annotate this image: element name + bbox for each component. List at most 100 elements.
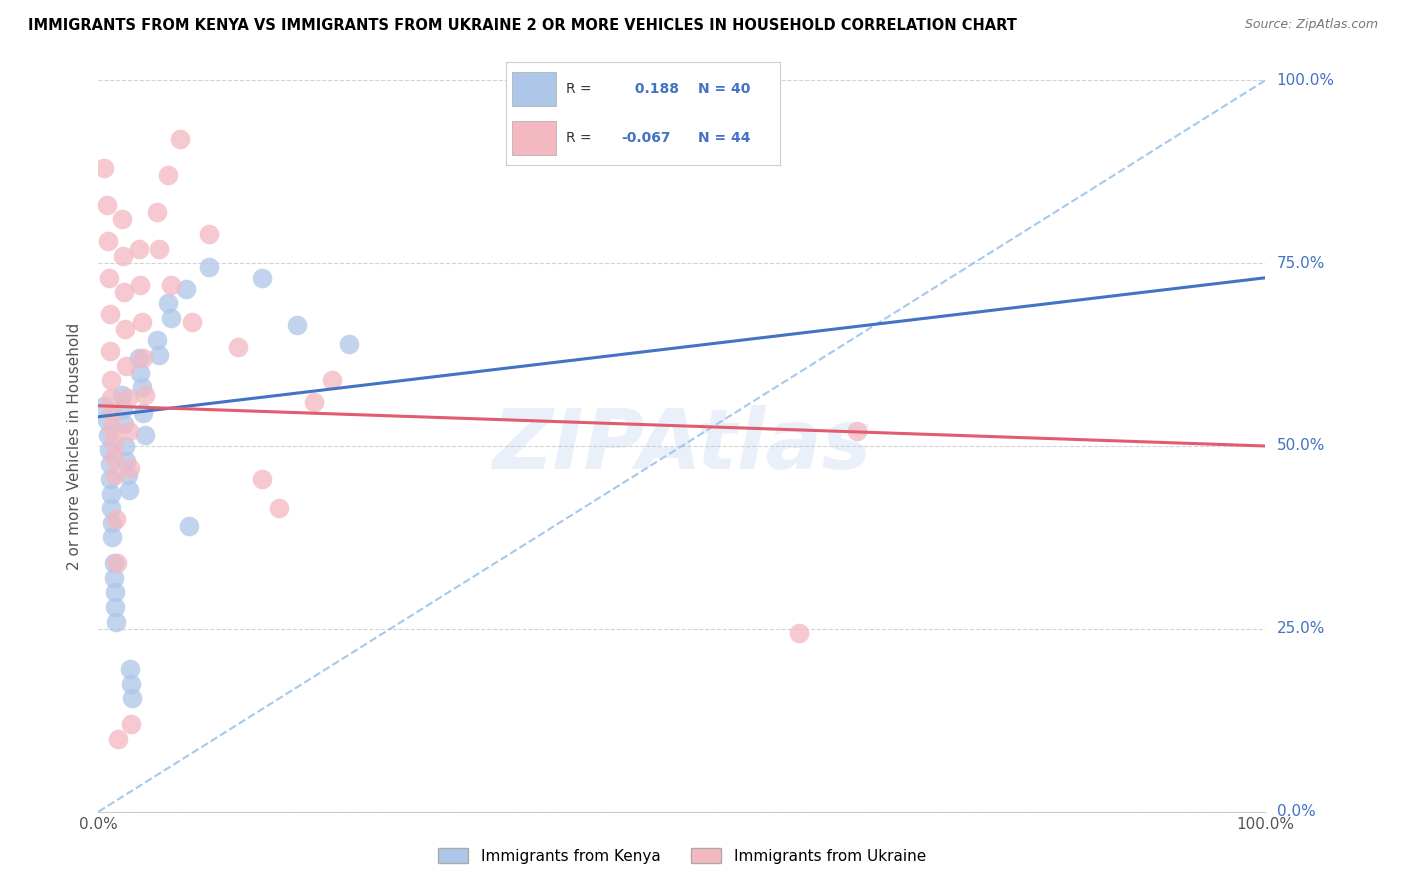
Point [114, 322, 136, 336]
Point [103, 435, 125, 450]
Point [104, 512, 127, 526]
Point [97, 428, 120, 442]
Point [100, 486, 122, 500]
Point [285, 318, 308, 333]
Point [148, 347, 170, 362]
Point [96, 413, 118, 427]
Point [115, 453, 138, 467]
Point [101, 530, 124, 544]
Point [179, 519, 201, 533]
Point [114, 439, 136, 453]
Text: R =: R = [567, 81, 596, 95]
Point [98, 457, 121, 471]
Point [104, 599, 127, 614]
Point [129, 366, 152, 380]
Point [103, 450, 125, 464]
Point [104, 615, 127, 629]
Point [104, 585, 127, 599]
Point [132, 406, 155, 420]
Text: 50.0%: 50.0% [1277, 439, 1324, 453]
Point [148, 242, 170, 256]
Text: N = 40: N = 40 [697, 81, 751, 95]
Point [101, 421, 124, 435]
Text: IMMIGRANTS FROM KENYA VS IMMIGRANTS FROM UKRAINE 2 OR MORE VEHICLES IN HOUSEHOLD: IMMIGRANTS FROM KENYA VS IMMIGRANTS FROM… [28, 18, 1017, 33]
Point [146, 333, 169, 347]
Text: 25.0%: 25.0% [1277, 622, 1324, 636]
Point [131, 315, 153, 329]
Point [169, 132, 191, 146]
Point [198, 260, 221, 274]
Point [157, 296, 180, 310]
Point [118, 425, 141, 439]
Point [111, 402, 134, 417]
Point [104, 468, 127, 483]
Point [146, 205, 169, 219]
Text: 0.188: 0.188 [630, 81, 679, 95]
Bar [512, 71, 555, 105]
Point [321, 373, 343, 387]
Point [107, 731, 129, 746]
Point [128, 242, 150, 256]
Point [111, 249, 134, 263]
Point [129, 278, 152, 293]
Point [100, 392, 122, 406]
Bar [512, 121, 555, 155]
Point [134, 388, 156, 402]
Point [118, 461, 141, 475]
Point [111, 388, 134, 402]
Point [105, 556, 128, 570]
Point [134, 428, 156, 442]
Text: Source: ZipAtlas.com: Source: ZipAtlas.com [1244, 18, 1378, 31]
Point [93, 161, 115, 175]
Point [118, 483, 141, 497]
Point [132, 351, 155, 366]
Text: 75.0%: 75.0% [1277, 256, 1324, 270]
Point [117, 468, 139, 483]
Y-axis label: 2 or more Vehicles in Household: 2 or more Vehicles in Household [67, 322, 83, 570]
Point [120, 717, 142, 731]
Point [101, 516, 124, 530]
Point [228, 340, 250, 354]
Point [98, 307, 121, 321]
Point [103, 556, 125, 570]
Point [100, 373, 122, 387]
Point [98, 343, 121, 358]
Point [100, 501, 122, 516]
Point [846, 425, 869, 439]
Point [174, 282, 197, 296]
Legend: Immigrants from Kenya, Immigrants from Ukraine: Immigrants from Kenya, Immigrants from U… [432, 842, 932, 870]
Point [112, 285, 135, 300]
Point [787, 625, 810, 640]
Text: -0.067: -0.067 [621, 131, 671, 145]
Point [159, 310, 181, 325]
Point [180, 315, 202, 329]
Point [304, 395, 326, 409]
Point [97, 234, 120, 248]
Point [118, 662, 141, 676]
Point [121, 691, 143, 706]
Point [117, 392, 139, 406]
Point [98, 472, 121, 486]
Point [198, 227, 221, 241]
Text: R =: R = [567, 131, 596, 145]
Point [97, 442, 120, 457]
Point [128, 351, 150, 366]
Point [159, 278, 181, 293]
Point [103, 571, 125, 585]
Point [115, 359, 138, 373]
Point [337, 336, 360, 351]
Point [101, 406, 124, 420]
Text: N = 44: N = 44 [697, 131, 751, 145]
Point [269, 501, 291, 516]
Point [112, 417, 135, 431]
Point [120, 676, 142, 690]
Point [131, 380, 153, 394]
Point [157, 169, 180, 183]
Point [250, 270, 273, 285]
Point [96, 197, 118, 211]
Text: 0.0%: 0.0% [1277, 805, 1315, 819]
Point [111, 212, 134, 227]
Point [250, 472, 273, 486]
Text: 100.0%: 100.0% [1277, 73, 1334, 87]
Point [97, 270, 120, 285]
